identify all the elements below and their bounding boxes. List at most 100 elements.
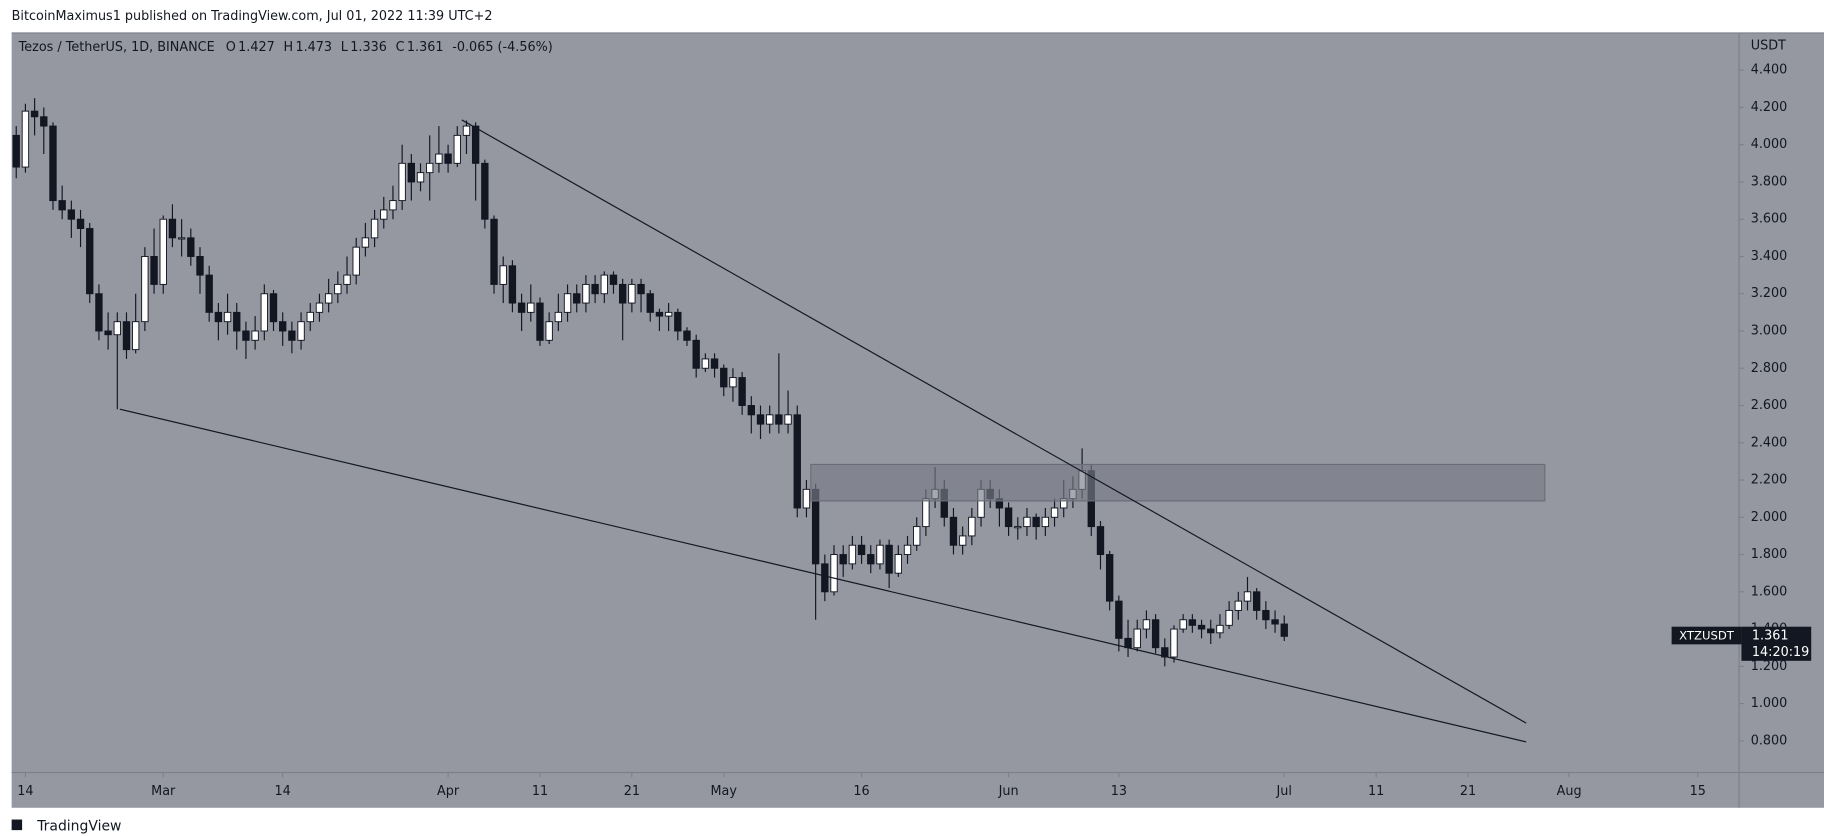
candle: [894, 545, 903, 577]
candle-body: [1014, 526, 1022, 529]
candle-body: [766, 414, 774, 425]
candle-body: [830, 554, 838, 593]
x-tick-label: 11: [1368, 784, 1384, 799]
candle-body: [30, 110, 39, 118]
candle: [269, 290, 278, 331]
y-tick-label: 3.800: [1751, 174, 1788, 189]
candle-body: [821, 563, 829, 593]
candle-body: [857, 544, 866, 556]
candle-body: [334, 283, 342, 295]
candle-body: [416, 172, 425, 183]
candle: [527, 284, 535, 322]
symbol-box: [1671, 626, 1742, 645]
candle: [380, 196, 388, 229]
x-axis: 14 Mar 14 Apr 11 21 May 16 Jun 13 Jul 11 21 Aug 15: [17, 772, 1706, 799]
candle-body: [710, 358, 719, 369]
candle-body: [242, 330, 250, 341]
candle: [867, 545, 875, 574]
candle: [370, 209, 379, 248]
resistance-zone: [810, 463, 1546, 502]
x-tick-label: 21: [1460, 784, 1476, 799]
candle-body: [517, 302, 526, 313]
candle: [49, 122, 57, 210]
candle-body: [701, 358, 710, 369]
candle-body: [196, 256, 204, 276]
x-tick-label: Apr: [437, 784, 460, 799]
candle-body: [1253, 591, 1261, 611]
candle-body: [674, 311, 682, 332]
candle-body: [324, 293, 333, 304]
candle-body: [113, 321, 121, 336]
candle: [58, 185, 66, 220]
candle: [416, 163, 425, 192]
candle: [297, 312, 305, 350]
candle-body: [426, 162, 434, 174]
candle: [177, 219, 186, 257]
candle-body: [435, 153, 443, 164]
candle: [949, 507, 958, 555]
candle-body: [738, 377, 746, 406]
candle-body: [1197, 624, 1206, 630]
candle: [141, 247, 149, 331]
y-tick-label: 3.400: [1751, 249, 1788, 264]
candle-body: [793, 414, 801, 509]
candle-body: [141, 256, 149, 323]
x-tick-label: 15: [1690, 784, 1706, 799]
candle: [95, 284, 103, 341]
candle: [205, 265, 213, 322]
symbol-label: XTZUSDT: [1679, 629, 1735, 643]
brand-logo: [11, 819, 23, 831]
candle: [545, 312, 553, 345]
candle: [1023, 507, 1031, 536]
title: Tezos / TetherUS, 1D, BINANCE: [18, 39, 215, 54]
candle-body: [40, 116, 48, 127]
candle-body: [1170, 628, 1178, 658]
x-tick-label: 11: [532, 784, 548, 799]
candle: [1188, 614, 1197, 633]
candle-body: [876, 544, 884, 565]
candle: [1197, 619, 1206, 639]
candle-body: [407, 162, 416, 183]
y-tick-label: 3.200: [1751, 286, 1788, 301]
candle-body: [646, 293, 654, 313]
brand: TradingView: [11, 819, 121, 835]
y-axis: 0.8001.0001.2001.4001.6001.8002.0002.200…: [1739, 63, 1788, 748]
candle-body: [471, 125, 480, 164]
candle-body: [462, 125, 471, 136]
candle: [1253, 588, 1261, 620]
candle-body: [1234, 600, 1242, 611]
candle: [499, 256, 507, 304]
candle-body: [260, 293, 268, 332]
candle: [591, 275, 599, 304]
candle-body: [481, 162, 489, 220]
y-tick-label: 1.200: [1751, 659, 1788, 674]
candle: [398, 144, 406, 210]
candle: [885, 539, 893, 589]
candle-body: [288, 330, 296, 341]
candle-body: [913, 526, 921, 546]
candle: [462, 120, 471, 155]
candle-body: [279, 321, 287, 332]
upper-trendline: [461, 119, 1527, 724]
candle: [306, 303, 314, 331]
candle: [839, 545, 847, 577]
candle: [444, 144, 452, 173]
brand-name: TradingView: [36, 819, 121, 835]
candle: [747, 396, 755, 434]
candle-body: [600, 274, 608, 295]
candle: [618, 278, 627, 341]
publisher-line: BitcoinMaximus1 published on TradingView…: [12, 9, 493, 24]
candle-body: [58, 200, 66, 211]
candle-body: [683, 330, 691, 341]
candle: [646, 290, 654, 322]
candle-body: [49, 125, 57, 202]
y-tick-label: 4.200: [1751, 100, 1788, 115]
candle-body: [1105, 554, 1114, 602]
candle-body: [958, 535, 967, 546]
candle-body: [1023, 516, 1031, 528]
candle-body: [545, 321, 553, 341]
x-tick-label: 21: [624, 784, 640, 799]
candle-body: [949, 516, 958, 546]
symbol-header: Tezos / TetherUS, 1D, BINANCE O 1.427 H 1.…: [18, 39, 553, 54]
candle: [1216, 614, 1224, 639]
